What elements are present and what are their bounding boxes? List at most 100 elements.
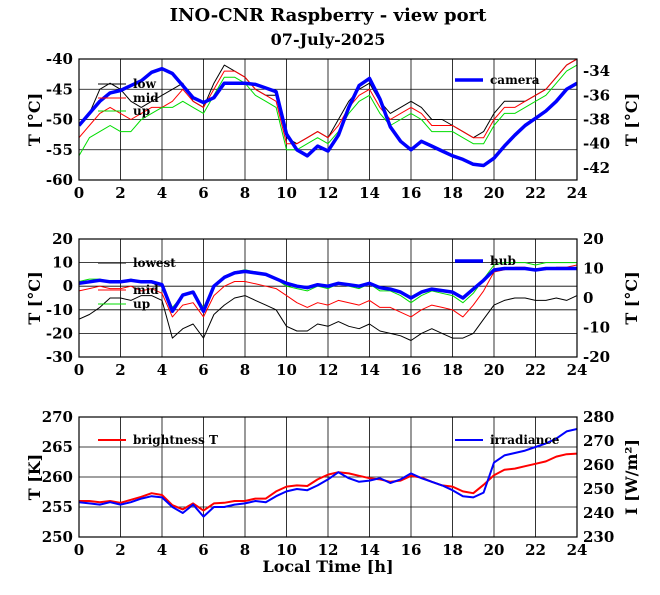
x-tick-label: 14 bbox=[359, 541, 380, 559]
y-tick-label: -20 bbox=[46, 324, 73, 342]
plot-frame bbox=[78, 58, 578, 181]
y-axis-label: T [°C] bbox=[25, 271, 44, 324]
x-tick-label: 20 bbox=[484, 184, 505, 202]
y2-tick-label: -42 bbox=[583, 159, 610, 177]
x-tick-label: 22 bbox=[525, 361, 546, 379]
series-line-lowest bbox=[79, 295, 577, 341]
y2-tick-label: -38 bbox=[583, 111, 610, 129]
y2-tick-label: 280 bbox=[583, 408, 614, 426]
chart-subtitle: 07-July-2025 bbox=[271, 30, 386, 49]
x-tick-label: 0 bbox=[74, 541, 84, 559]
legend-label: camera bbox=[490, 73, 540, 87]
series-line-up bbox=[79, 64, 577, 157]
legend-label: irradiance bbox=[490, 433, 560, 447]
x-tick-label: 0 bbox=[74, 361, 84, 379]
y-axis-label: T [°C] bbox=[25, 93, 44, 146]
x-tick-label: 20 bbox=[484, 541, 505, 559]
x-tick-label: 6 bbox=[198, 541, 208, 559]
y-tick-label: 20 bbox=[52, 230, 73, 248]
y-tick-label: -60 bbox=[46, 171, 73, 189]
x-tick-label: 6 bbox=[198, 184, 208, 202]
x-tick-label: 16 bbox=[401, 361, 422, 379]
x-tick-label: 4 bbox=[157, 361, 167, 379]
x-tick-label: 4 bbox=[157, 541, 167, 559]
y-axis-label: T [K] bbox=[25, 454, 44, 501]
series-line-camera bbox=[79, 66, 577, 168]
series-group bbox=[79, 428, 577, 518]
x-tick-label: 8 bbox=[240, 541, 250, 559]
series-group bbox=[79, 262, 577, 341]
x-tick-label: 18 bbox=[442, 361, 463, 379]
y-tick-label: -10 bbox=[46, 301, 73, 319]
legend-label: hub bbox=[490, 254, 516, 268]
chart-title: INO-CNR Raspberry - view port bbox=[170, 5, 487, 26]
x-tick-label: 20 bbox=[484, 361, 505, 379]
x-tick-label: 2 bbox=[115, 361, 125, 379]
legend-label: brightness T bbox=[133, 433, 218, 447]
x-tick-label: 24 bbox=[567, 541, 588, 559]
x-tick-label: 22 bbox=[525, 184, 546, 202]
y2-tick-label: 10 bbox=[583, 260, 604, 278]
y-tick-label: -45 bbox=[46, 80, 73, 98]
y-tick-label: 0 bbox=[63, 277, 73, 295]
legend-label: up bbox=[133, 104, 150, 118]
y-tick-label: -40 bbox=[46, 50, 73, 68]
x-tick-label: 22 bbox=[525, 541, 546, 559]
legend-label: up bbox=[133, 297, 150, 311]
legend-label: mid bbox=[133, 283, 159, 297]
y2-tick-label: 230 bbox=[583, 528, 614, 546]
y-tick-label: 260 bbox=[42, 468, 73, 486]
x-tick-label: 4 bbox=[157, 184, 167, 202]
panel-1: 0 2 4 6 8 10 12 14 16 18 20 22 24-60-55-50-45-40-42-… bbox=[25, 50, 641, 202]
y-tick-label: 255 bbox=[42, 498, 73, 516]
y-tick-label: 250 bbox=[42, 528, 73, 546]
x-tick-label: 2 bbox=[115, 541, 125, 559]
x-tick-label: 0 bbox=[74, 184, 84, 202]
y2-tick-label: 260 bbox=[583, 456, 614, 474]
x-tick-label: 10 bbox=[276, 184, 297, 202]
y-tick-label: -55 bbox=[46, 141, 73, 159]
y2-axis-label: T [°C] bbox=[622, 93, 641, 146]
y-tick-label: -50 bbox=[46, 111, 73, 129]
y2-tick-label: 0 bbox=[583, 289, 593, 307]
panel-2: 0 2 4 6 8 10 12 14 16 18 20 22 24-30-20-1001020-20-1… bbox=[25, 230, 641, 379]
y2-tick-label: 270 bbox=[583, 432, 614, 450]
x-tick-label: 10 bbox=[276, 541, 297, 559]
y2-tick-label: -34 bbox=[583, 62, 610, 80]
x-tick-label: 14 bbox=[359, 361, 380, 379]
plot-frame bbox=[78, 238, 578, 358]
y2-axis-label: T [°C] bbox=[622, 271, 641, 324]
x-tick-label: 16 bbox=[401, 541, 422, 559]
x-tick-label: 8 bbox=[240, 184, 250, 202]
panel-3: 0 2 4 6 8 10 12 14 16 18 20 22 242502552602652702302… bbox=[25, 408, 641, 559]
y2-tick-label: -40 bbox=[583, 135, 610, 153]
x-tick-label: 6 bbox=[198, 361, 208, 379]
legend-label: lowest bbox=[133, 256, 176, 270]
y-tick-label: 265 bbox=[42, 438, 73, 456]
y-tick-label: 10 bbox=[52, 254, 73, 272]
x-tick-label: 14 bbox=[359, 184, 380, 202]
y2-tick-label: 20 bbox=[583, 230, 604, 248]
plot-frame bbox=[78, 416, 578, 538]
y2-tick-label: -20 bbox=[583, 348, 610, 366]
x-tick-label: 18 bbox=[442, 541, 463, 559]
x-tick-label: 16 bbox=[401, 184, 422, 202]
x-axis-label: Local Time [h] bbox=[262, 557, 393, 576]
panels: 0 2 4 6 8 10 12 14 16 18 20 22 24-60-55-50-45-40-42-… bbox=[25, 50, 641, 559]
x-tick-label: 24 bbox=[567, 361, 588, 379]
y-tick-label: -30 bbox=[46, 348, 73, 366]
x-tick-label: 2 bbox=[115, 184, 125, 202]
y2-tick-label: -10 bbox=[583, 319, 610, 337]
x-tick-label: 12 bbox=[318, 541, 339, 559]
x-tick-label: 12 bbox=[318, 361, 339, 379]
series-group bbox=[79, 59, 577, 168]
legend-label: mid bbox=[133, 91, 159, 105]
x-tick-label: 24 bbox=[567, 184, 588, 202]
series-line-hub bbox=[79, 266, 577, 314]
legend-label: low bbox=[133, 77, 157, 91]
x-tick-label: 10 bbox=[276, 361, 297, 379]
series-line-irradiance bbox=[79, 428, 577, 518]
x-tick-label: 12 bbox=[318, 184, 339, 202]
x-tick-label: 8 bbox=[240, 361, 250, 379]
